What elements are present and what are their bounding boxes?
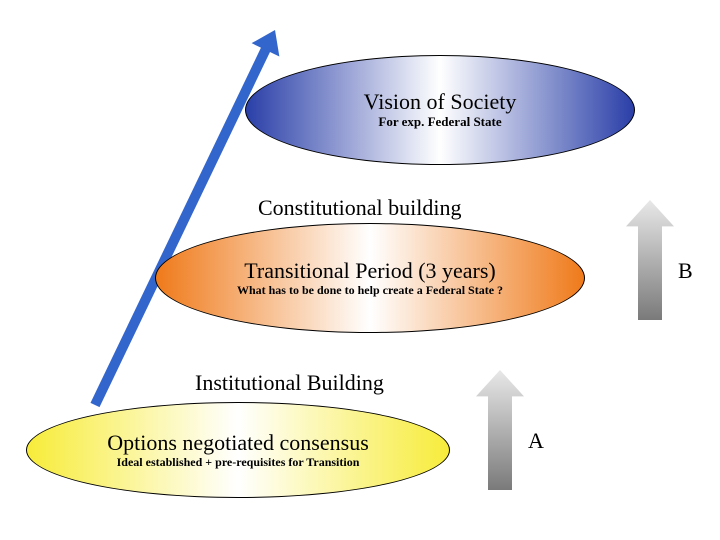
arrow-a-arrow-icon xyxy=(476,370,524,490)
transitional-ellipse: Transitional Period (3 years)What has to… xyxy=(155,223,585,333)
constitutional-building-label: Constitutional building xyxy=(258,195,462,221)
options-ellipse: Options negotiated consensusIdeal establ… xyxy=(26,402,450,498)
vision-ellipse-subtitle: For exp. Federal State xyxy=(378,114,501,130)
arrow-b-label: B xyxy=(678,258,693,284)
options-ellipse-subtitle: Ideal established + pre-requisites for T… xyxy=(117,455,360,469)
transitional-ellipse-title: Transitional Period (3 years) xyxy=(244,259,496,283)
options-ellipse-title: Options negotiated consensus xyxy=(107,431,369,455)
arrow-a-label: A xyxy=(528,428,544,454)
arrow-b-arrow-icon xyxy=(626,200,674,320)
diagonal-progress-arrow xyxy=(95,48,266,405)
vision-ellipse: Vision of SocietyFor exp. Federal State xyxy=(245,55,635,165)
transitional-ellipse-subtitle: What has to be done to help create a Fed… xyxy=(237,283,503,297)
vision-ellipse-title: Vision of Society xyxy=(364,90,517,114)
diagonal-progress-arrowhead xyxy=(252,30,280,56)
institutional-building-label: Institutional Building xyxy=(195,370,384,396)
